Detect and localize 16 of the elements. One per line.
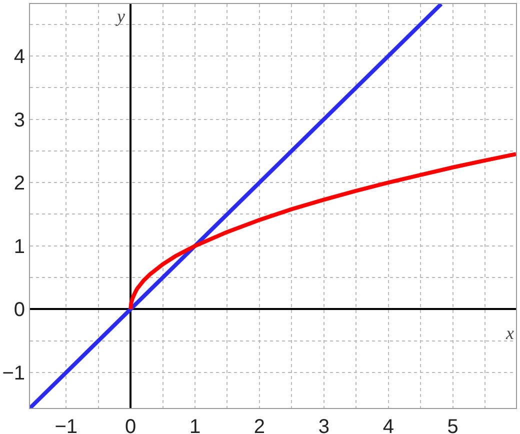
x-tick-label: 4: [382, 416, 394, 434]
y-tick-label: 1: [14, 236, 25, 258]
y-tick-label: 4: [14, 46, 25, 68]
x-tick-label: 3: [318, 416, 330, 434]
y-tick-label: 2: [14, 172, 25, 195]
y-tick-label: −1: [2, 362, 25, 385]
x-tick-label: 2: [254, 416, 266, 434]
x-axis-title: x: [505, 323, 514, 343]
x-tick-label: 1: [189, 416, 201, 434]
y-tick-label: 3: [14, 109, 25, 132]
y-axis-title: y: [115, 6, 125, 26]
x-tick-label: −1: [54, 416, 78, 434]
line-series: [128, 152, 516, 312]
y-tick-label: 0: [14, 299, 25, 322]
x-tick-label: 5: [447, 416, 458, 434]
x-tick-label: 0: [124, 416, 136, 434]
